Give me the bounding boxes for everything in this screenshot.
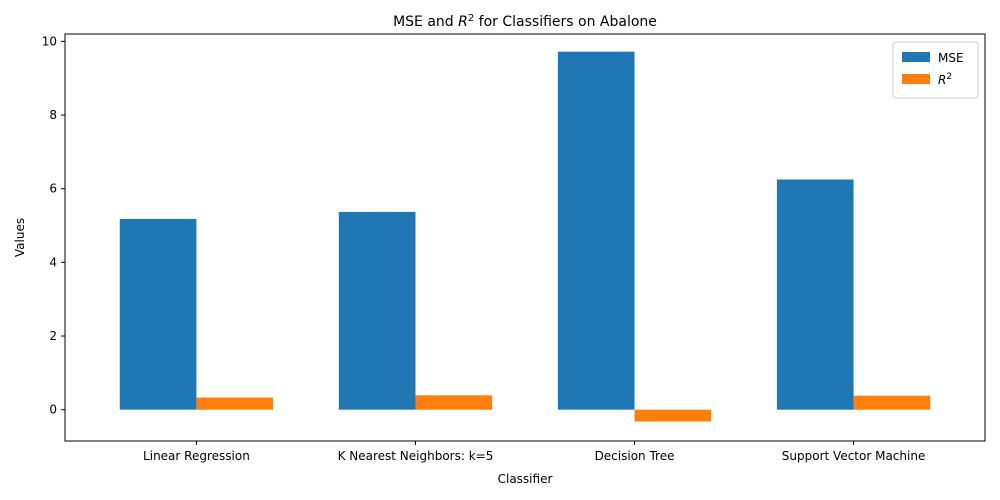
x-tick-label: K Nearest Neighbors: k=5 — [338, 449, 494, 463]
plot-frame — [64, 33, 986, 442]
y-tick-label: 4 — [49, 255, 57, 269]
bar — [853, 395, 931, 410]
bar — [338, 211, 416, 410]
x-axis-ticks: Linear Regression K Nearest Neighbors: k=… — [143, 441, 925, 463]
y-tick-label: 6 — [49, 182, 57, 196]
y-axis-label: Values — [13, 218, 27, 257]
x-tick-label: Decision Tree — [595, 449, 675, 463]
x-tick-label: Support Vector Machine — [782, 449, 926, 463]
y-tick-label: 8 — [49, 108, 57, 122]
bar — [557, 51, 635, 410]
bar — [119, 218, 197, 410]
y-axis-ticks: 0 2 4 6 8 10 — [42, 34, 65, 417]
legend: MSE R2 — [892, 41, 979, 99]
bar — [415, 395, 493, 410]
chart-title: MSE and R2 for Classifiers on Abalone — [393, 13, 657, 31]
bar — [196, 397, 274, 410]
chart-marks — [119, 51, 931, 422]
x-axis-label: Classifier — [498, 472, 553, 486]
x-tick-label: Linear Regression — [143, 449, 250, 463]
legend-label: R2 — [938, 72, 952, 87]
bar — [776, 179, 854, 410]
y-tick-label: 10 — [42, 34, 57, 48]
y-tick-label: 2 — [49, 329, 57, 343]
legend-swatch — [902, 52, 930, 62]
legend-label: MSE — [938, 51, 964, 65]
bar — [634, 409, 712, 422]
legend-swatch — [902, 74, 930, 84]
y-tick-label: 0 — [49, 403, 57, 417]
legend-box — [892, 41, 979, 99]
